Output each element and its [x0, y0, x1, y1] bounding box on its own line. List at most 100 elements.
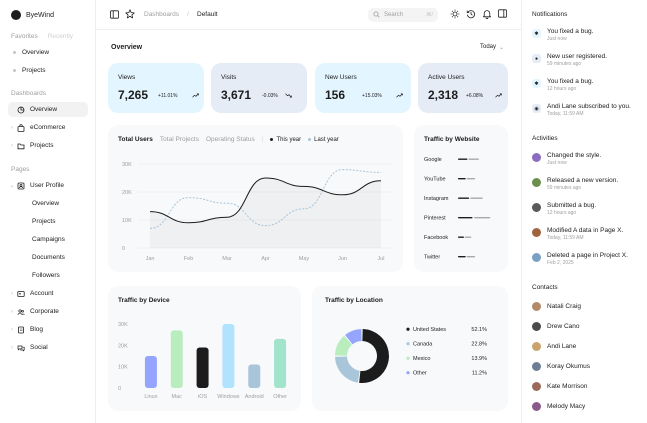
users-chart-header: Total Users Total Projects Operating Sta…: [118, 136, 339, 143]
sidebar-item-overview[interactable]: Overview: [8, 102, 88, 117]
device-bar: [248, 364, 261, 388]
x-tick-label: Apr: [261, 256, 270, 262]
avatar: [532, 253, 541, 262]
shopping-bag-icon: [16, 123, 26, 132]
trend-down-icon: [285, 93, 292, 100]
activity-item[interactable]: Modified A data in Page X. Today, 11:59 A…: [532, 227, 623, 241]
search-shortcut: ⌘/: [425, 12, 433, 18]
contact-name: Koray Okumus: [547, 362, 590, 370]
contact-item[interactable]: Melody Macy: [532, 402, 585, 411]
kpi-card-active-users[interactable]: Active Users 2,318 +6.08%: [418, 63, 508, 113]
overview-title: Overview: [111, 44, 143, 51]
sidebar-item-blog[interactable]: › Blog: [8, 322, 88, 337]
activity-time: 12 hours ago: [547, 210, 577, 216]
right-panel-toggle-icon[interactable]: [498, 9, 507, 20]
search-icon: [373, 11, 380, 20]
tab-favorites[interactable]: Favorites: [11, 33, 38, 40]
chevron-right-icon: ›: [11, 290, 13, 297]
y-tick-label: 0: [118, 386, 121, 392]
favorite-item-projects[interactable]: Projects: [8, 63, 88, 78]
brand[interactable]: ByeWind: [11, 10, 54, 20]
location-value: 11.2%: [472, 371, 487, 377]
notification-item[interactable]: ◉ Andi Lane subscribed to you. Today, 11:…: [532, 103, 631, 117]
history-icon[interactable]: [466, 9, 476, 21]
bell-icon[interactable]: [482, 9, 492, 21]
avatar: [532, 362, 541, 371]
kpi-change: -0.03%: [262, 93, 278, 99]
sidebar-item-label: Blog: [30, 326, 44, 333]
sidebar-subitem-documents[interactable]: Documents: [8, 250, 88, 265]
activity-item[interactable]: Submitted a bug. 12 hours ago: [532, 202, 596, 216]
chevron-right-icon: ›: [11, 308, 13, 315]
kpi-card-views[interactable]: Views 7,265 +11.01%: [108, 63, 204, 113]
theme-sun-icon[interactable]: [450, 9, 460, 21]
notification-item[interactable]: ✱ You fixed a bug. 12 hours ago: [532, 78, 593, 92]
kpi-card-visits[interactable]: Visits 3,671 -0.03%: [211, 63, 307, 113]
activity-item[interactable]: Deleted a page in Project X. Feb 2, 2025: [532, 252, 628, 266]
kpi-card-new-users[interactable]: New Users 156 +15.03%: [315, 63, 411, 113]
user-profile-icon: [16, 182, 26, 190]
sidebar-item-label: Projects: [30, 142, 54, 149]
tab-total-users[interactable]: Total Users: [118, 136, 153, 143]
breadcrumb-root[interactable]: Dashboards: [144, 11, 180, 18]
contact-item[interactable]: Andi Lane: [532, 342, 576, 351]
notification-item[interactable]: ✱ You fixed a bug. Just now: [532, 28, 593, 42]
avatar: [532, 342, 541, 351]
legend-this-year: This year: [270, 137, 301, 143]
range-select[interactable]: Today ⌄: [480, 44, 504, 51]
favorite-label: Overview: [22, 49, 50, 56]
notification-item[interactable]: ● New user registered. 59 minutes ago: [532, 53, 607, 67]
activity-item[interactable]: Changed the style. Just now: [532, 152, 601, 166]
sidebar-item-ecommerce[interactable]: › eCommerce: [8, 120, 88, 135]
website-label: Facebook: [424, 235, 448, 241]
activity-item[interactable]: Released a new version. 59 minutes ago: [532, 177, 618, 191]
bullet-icon: [13, 51, 16, 54]
contact-item[interactable]: Natali Craig: [532, 302, 581, 311]
location-slice: [359, 329, 389, 384]
legend-dot: [270, 138, 274, 141]
series-line-this-year: [149, 177, 382, 224]
website-bar: [458, 217, 473, 219]
sidebar-item-projects[interactable]: › Projects: [8, 138, 88, 153]
contact-item[interactable]: Kate Morrison: [532, 382, 587, 391]
sidebar-toggle-icon[interactable]: [110, 10, 119, 21]
sidebar-subitem-followers[interactable]: Followers: [8, 268, 88, 283]
sidebar-item-label: Corporate: [30, 308, 59, 315]
sidebar-item-user-profile[interactable]: ⌄ User Profile: [8, 178, 88, 193]
favorite-item-overview[interactable]: Overview: [8, 45, 88, 60]
avatar: [532, 302, 541, 311]
sidebar-item-social[interactable]: › Social: [8, 340, 88, 355]
activity-time: Just now: [547, 160, 567, 166]
dashboards-section-title: Dashboards: [11, 90, 47, 97]
search-input[interactable]: Search ⌘/: [368, 8, 438, 22]
sidebar-item-corporate[interactable]: › Corporate: [8, 304, 88, 319]
sidebar-subitem-overview[interactable]: Overview: [8, 196, 88, 211]
x-tick-label: May: [299, 256, 310, 262]
kpi-value: 7,265: [118, 88, 149, 102]
location-label: Canada: [413, 342, 433, 348]
sidebar-subitem-projects[interactable]: Projects: [8, 214, 88, 229]
traffic-by-website-card: Traffic by Website Google YouTube Instagra…: [414, 125, 508, 272]
kpi-title: Visits: [221, 74, 237, 81]
favorite-label: Projects: [22, 67, 46, 74]
y-tick-label: 0: [122, 246, 125, 252]
contact-item[interactable]: Drew Cano: [532, 322, 580, 331]
star-icon[interactable]: [125, 9, 135, 21]
legend-dot: [406, 342, 410, 346]
sidebar-item-account[interactable]: › Account: [8, 286, 88, 301]
sidebar-subitem-campaigns[interactable]: Campaigns: [8, 232, 88, 247]
tab-operating-status[interactable]: Operating Status: [205, 136, 255, 143]
chevron-down-icon: ⌄: [499, 45, 505, 51]
location-slice: [345, 329, 362, 345]
website-label: Google: [424, 157, 442, 163]
kpi-title: Active Users: [428, 74, 465, 81]
kpi-change: +11.01%: [158, 93, 178, 99]
tab-recently[interactable]: Recently: [47, 33, 74, 40]
series-line-last-year: [149, 169, 382, 229]
kpi-value: 3,671: [221, 88, 252, 102]
contact-item[interactable]: Koray Okumus: [532, 362, 590, 371]
avatar: [532, 153, 541, 162]
x-tick-label: Android: [245, 394, 264, 400]
tab-total-projects[interactable]: Total Projects: [159, 136, 199, 143]
traffic-device-chart: 0 10K 20K 30K Linux Mac iOS Windows Android Other: [118, 322, 287, 400]
